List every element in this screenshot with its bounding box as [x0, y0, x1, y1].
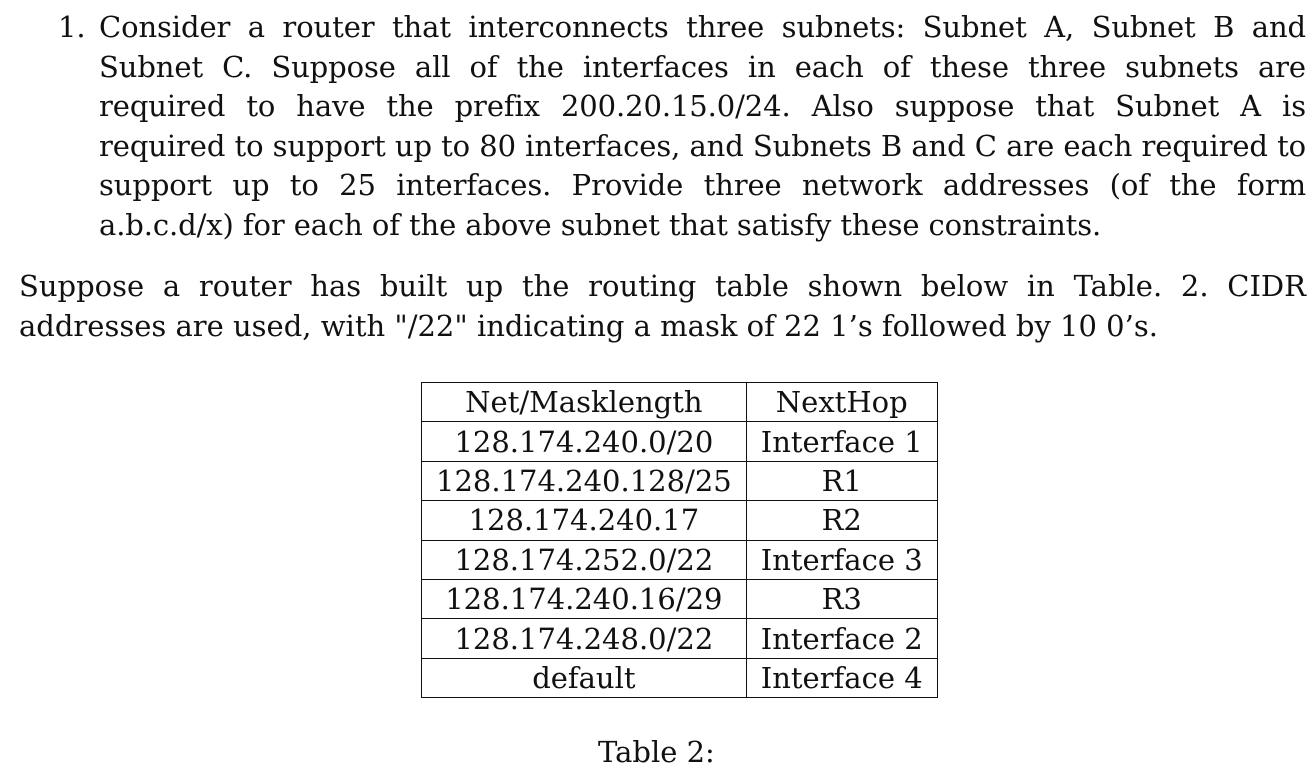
question-item: 1. Consider a router that interconnects …: [58, 8, 1306, 246]
column-header-nexthop: NextHop: [745, 381, 938, 423]
question-text: Consider a router that interconnects thr…: [99, 10, 1306, 242]
routing-table-intro-paragraph: Suppose a router has built up the routin…: [19, 269, 1306, 343]
table-row: 128.174.240.0/20 Interface 1: [421, 421, 938, 462]
question-number: 1.: [58, 10, 86, 44]
nexthop-cell: Interface 1: [745, 421, 938, 462]
table-row: default Interface 4: [421, 657, 938, 699]
table-row: 128.174.240.17 R2: [421, 500, 938, 541]
nexthop-cell: Interface 2: [745, 618, 938, 659]
net-masklength-cell: default: [421, 657, 747, 699]
table-row: 128.174.240.16/29 R3: [421, 578, 938, 620]
net-masklength-cell: 128.174.248.0/22: [421, 618, 747, 659]
routing-table: Net/Masklength NextHop 128.174.240.0/20 …: [421, 381, 938, 699]
net-masklength-cell: 128.174.252.0/22: [421, 539, 747, 580]
table-caption: Table 2:: [598, 735, 715, 769]
net-masklength-cell: 128.174.240.0/20: [421, 421, 747, 462]
nexthop-cell: Interface 3: [745, 539, 938, 580]
nexthop-cell: Interface 4: [745, 657, 938, 699]
nexthop-cell: R3: [745, 578, 938, 620]
table-row: 128.174.252.0/22 Interface 3: [421, 539, 938, 580]
nexthop-cell: R1: [745, 460, 938, 502]
table-row: 128.174.240.128/25 R1: [421, 460, 938, 502]
table-header-row: Net/Masklength NextHop: [421, 381, 938, 423]
net-masklength-cell: 128.174.240.17: [421, 500, 747, 541]
table-row: 128.174.248.0/22 Interface 2: [421, 618, 938, 659]
net-masklength-cell: 128.174.240.16/29: [421, 578, 747, 620]
net-masklength-cell: 128.174.240.128/25: [421, 460, 747, 502]
nexthop-cell: R2: [745, 500, 938, 541]
column-header-net-masklength: Net/Masklength: [421, 381, 747, 423]
